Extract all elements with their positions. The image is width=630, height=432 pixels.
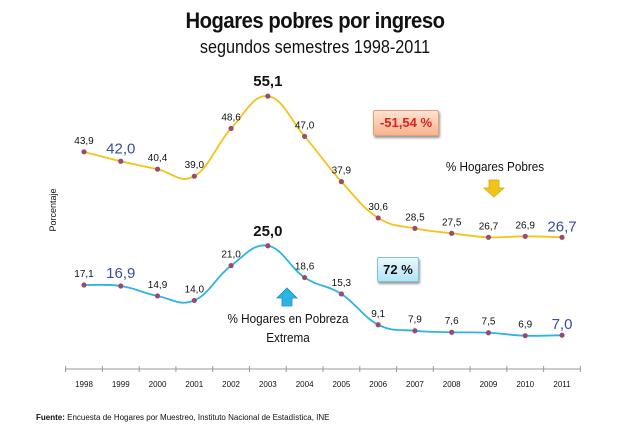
data-label: 30,6 xyxy=(368,202,388,213)
data-point xyxy=(449,329,455,335)
legend-extreme-line2: Extrema xyxy=(266,330,310,345)
down-arrow-icon xyxy=(482,179,506,198)
source-note: Fuente: Encuesta de Hogares por Muestreo… xyxy=(36,413,329,422)
data-point xyxy=(191,297,197,304)
data-point xyxy=(412,328,418,334)
x-tick-label: 2009 xyxy=(480,380,498,389)
source-text: Encuesta de Hogares por Muestreo, Instit… xyxy=(64,413,330,422)
x-tick-label: 2008 xyxy=(443,380,461,389)
data-point xyxy=(118,158,124,164)
data-label: 28,5 xyxy=(405,212,425,223)
data-label: 27,5 xyxy=(442,217,462,228)
data-label: 47,0 xyxy=(295,120,315,131)
x-tick-label: 2004 xyxy=(296,380,314,389)
data-label: 26,9 xyxy=(516,220,536,231)
series-line-0 xyxy=(83,95,563,239)
x-tick-label: 2011 xyxy=(553,380,571,389)
legend-poor: % Hogares Pobres xyxy=(445,159,545,174)
data-point xyxy=(412,225,418,231)
data-point xyxy=(375,322,381,328)
legend-extreme-line1: % Hogares en Pobreza xyxy=(227,311,349,326)
x-tick-label: 2002 xyxy=(222,380,240,389)
data-label: 16,9 xyxy=(106,265,135,282)
source-label: Fuente: xyxy=(36,413,65,422)
data-label: 17,1 xyxy=(74,269,94,280)
poor-change-badge: -51,54 % xyxy=(373,110,439,136)
data-point xyxy=(449,230,455,236)
data-point xyxy=(559,332,565,338)
x-tick-label: 1998 xyxy=(75,380,93,389)
data-label: 6,9 xyxy=(518,320,532,331)
data-point xyxy=(375,215,381,221)
x-tick-label: 2005 xyxy=(332,380,350,389)
data-label: 39,0 xyxy=(185,160,205,171)
x-tick-label: 1999 xyxy=(112,380,130,389)
data-point xyxy=(265,243,271,249)
data-label: 14,9 xyxy=(148,280,168,291)
x-tick-label: 2010 xyxy=(516,380,534,389)
data-point xyxy=(154,166,161,172)
extreme-change-badge: 72 % xyxy=(377,257,419,282)
data-point xyxy=(118,283,124,289)
data-point xyxy=(265,93,271,99)
data-point xyxy=(338,291,344,297)
data-label: 18,6 xyxy=(295,262,315,273)
x-tick-label: 2001 xyxy=(185,380,203,389)
data-label: 43,9 xyxy=(74,136,94,147)
data-point xyxy=(81,282,87,288)
data-label: 42,0 xyxy=(106,140,135,157)
data-label: 7,0 xyxy=(552,316,573,333)
data-point xyxy=(522,233,528,239)
data-label: 7,6 xyxy=(445,316,459,327)
data-point xyxy=(228,125,234,132)
data-point xyxy=(338,179,344,185)
data-label: 37,9 xyxy=(332,166,352,177)
data-point xyxy=(154,293,161,299)
chart-title: Hogares pobres por ingreso xyxy=(185,8,445,33)
data-point xyxy=(485,234,492,240)
x-tick-label: 2000 xyxy=(149,380,167,389)
data-point xyxy=(522,333,528,339)
data-label: 7,9 xyxy=(408,315,422,326)
data-point xyxy=(81,149,87,155)
data-point xyxy=(191,173,197,179)
x-tick-label: 2006 xyxy=(369,380,387,389)
up-arrow-icon xyxy=(276,287,298,307)
data-point xyxy=(485,330,492,336)
data-label: 26,7 xyxy=(479,221,499,232)
x-tick-label: 2003 xyxy=(259,380,277,389)
data-label: 15,3 xyxy=(332,278,352,289)
data-label: 26,7 xyxy=(547,218,576,235)
data-label: 14,0 xyxy=(185,284,205,295)
chart-subtitle: segundos semestres 1998-2011 xyxy=(199,37,431,57)
data-label: 48,6 xyxy=(221,112,241,123)
data-label: 40,4 xyxy=(148,153,168,164)
series-line-1 xyxy=(83,244,563,337)
data-point xyxy=(228,263,234,269)
data-label: 55,1 xyxy=(253,73,282,90)
data-point xyxy=(302,133,308,140)
data-label: 25,0 xyxy=(253,223,282,240)
data-label: 9,1 xyxy=(371,309,385,320)
data-label: 7,5 xyxy=(482,317,496,328)
x-tick-label: 2007 xyxy=(406,380,424,389)
data-point xyxy=(559,234,565,240)
data-point xyxy=(302,274,308,281)
data-label: 21,0 xyxy=(221,250,241,261)
